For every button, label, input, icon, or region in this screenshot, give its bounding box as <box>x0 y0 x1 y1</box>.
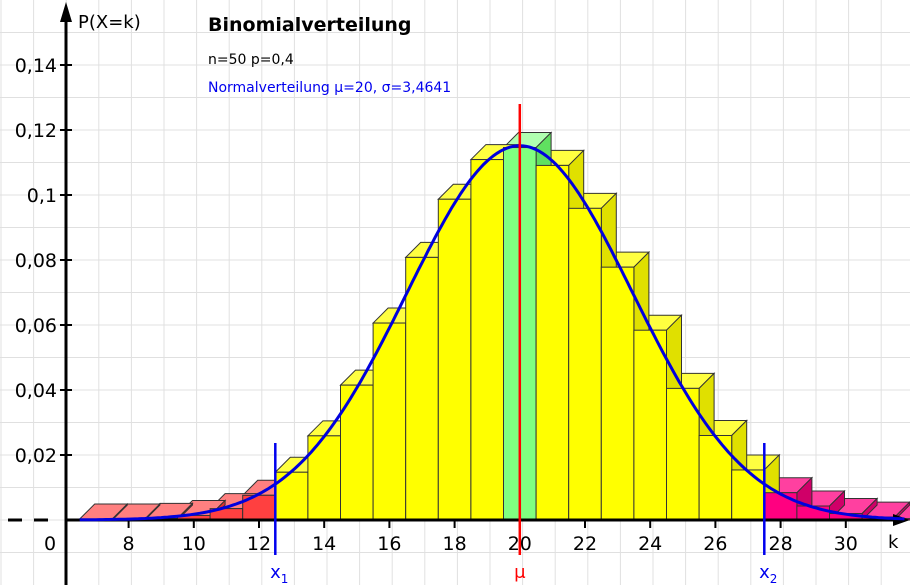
bar-k-21 <box>535 164 570 521</box>
y-axis-arrow-icon <box>60 2 72 22</box>
marker-label-x2: x2 <box>759 562 777 585</box>
x-tick-label: 10 <box>182 533 206 555</box>
bar-k-18 <box>437 198 472 521</box>
y-tick-label: 0,14 <box>15 55 57 77</box>
x-axis-label: k <box>888 532 899 553</box>
y-tick-label: 0,04 <box>15 380 57 402</box>
y-tick-label: 0,06 <box>15 315 57 337</box>
y-axis-label: P(X=k) <box>78 12 141 33</box>
marker-label-x1: x1 <box>270 562 288 585</box>
bar-k-25 <box>666 387 700 521</box>
y-tick-label: 0,12 <box>15 120 57 142</box>
chart-title: Binomialverteilung <box>208 14 412 36</box>
x-tick-label: 24 <box>638 533 662 555</box>
x-tick-label: 14 <box>312 533 336 555</box>
y-tick-label: 0,08 <box>15 250 57 272</box>
y-tick-label: 0,1 <box>27 185 57 207</box>
x-tick-label: 30 <box>834 533 858 555</box>
x-tick-label: 12 <box>247 533 271 555</box>
x-tick-label: 16 <box>377 533 401 555</box>
x-tick-label: 26 <box>703 533 727 555</box>
x-tick-label: 18 <box>443 533 467 555</box>
bar-k-23 <box>600 266 635 521</box>
bar-k-19 <box>470 159 504 521</box>
marker-label-mu: μ <box>514 562 526 583</box>
chart-subtitle: n=50 p=0,4 <box>208 52 294 68</box>
bar-k-22 <box>568 207 602 521</box>
bar-k-28 <box>763 492 798 521</box>
bar-k-24 <box>633 329 668 521</box>
x-tick-label: 22 <box>573 533 597 555</box>
x-tick-label: 8 <box>123 533 135 555</box>
x-tick-label: 0 <box>44 533 56 555</box>
normal-distribution-label: Normalverteilung μ=20, σ=3,4641 <box>208 80 452 96</box>
bar-k-17 <box>405 256 439 521</box>
bar-k-27 <box>731 469 765 521</box>
y-tick-label: 0,02 <box>15 445 57 467</box>
x-tick-label: 28 <box>769 533 793 555</box>
normal-curve <box>79 144 905 522</box>
